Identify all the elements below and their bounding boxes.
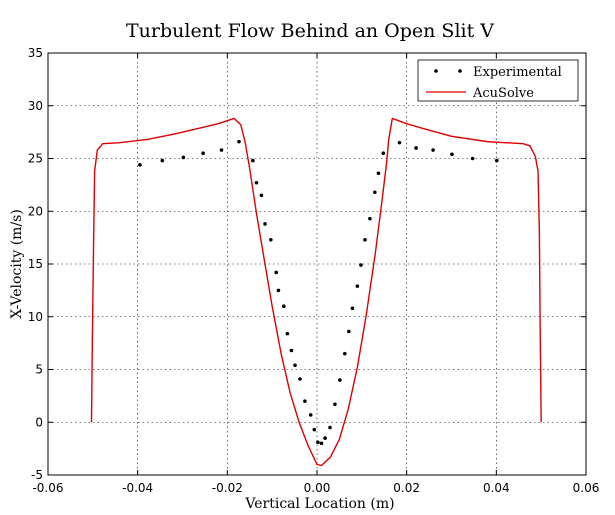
legend-marker-experimental xyxy=(458,69,462,73)
data-point-experimental xyxy=(308,413,313,417)
data-point-experimental xyxy=(289,348,294,353)
x-tick-label: 0.04 xyxy=(483,481,510,495)
data-point-experimental xyxy=(323,436,327,440)
data-point-experimental xyxy=(254,180,259,185)
x-tick-label: 0.06 xyxy=(573,481,600,495)
y-tick-label: -5 xyxy=(31,468,43,482)
data-point-experimental xyxy=(181,155,186,160)
y-tick-label: 15 xyxy=(28,257,43,271)
y-tick-label: 30 xyxy=(28,99,43,113)
data-point-experimental xyxy=(494,158,499,163)
data-point-experimental xyxy=(160,158,165,163)
data-point-experimental xyxy=(368,216,372,221)
data-point-experimental xyxy=(259,193,264,198)
data-point-experimental xyxy=(316,440,320,445)
legend-label-experimental: Experimental xyxy=(473,65,562,80)
data-point-experimental xyxy=(237,139,241,144)
data-point-experimental xyxy=(328,425,332,430)
data-point-experimental xyxy=(269,237,273,242)
y-tick-label: 35 xyxy=(28,46,43,60)
y-tick-label: 0 xyxy=(35,415,43,429)
y-tick-label: 10 xyxy=(28,310,43,324)
chart-title: Turbulent Flow Behind an Open Slit V xyxy=(126,20,494,42)
data-point-experimental xyxy=(359,263,363,267)
data-point-experimental xyxy=(338,378,342,382)
plot-frame xyxy=(47,52,587,476)
legend-label-acusolve: AcuSolve xyxy=(472,86,534,101)
data-point-experimental xyxy=(397,140,402,145)
data-point-experimental xyxy=(219,148,224,152)
data-point-experimental xyxy=(319,441,324,446)
x-tick-label: -0.06 xyxy=(32,481,63,495)
series-line-acusolve xyxy=(90,117,542,467)
data-point-experimental xyxy=(450,152,454,157)
data-point-experimental xyxy=(303,399,307,403)
y-tick-label: 20 xyxy=(28,204,43,218)
data-point-experimental xyxy=(363,237,367,242)
data-point-experimental xyxy=(298,377,302,381)
data-point-experimental xyxy=(376,171,381,176)
data-point-experimental xyxy=(343,351,347,356)
data-point-experimental xyxy=(431,148,435,152)
data-point-experimental xyxy=(312,427,317,432)
x-tick-label: 0.02 xyxy=(393,481,420,495)
data-point-experimental xyxy=(201,151,205,156)
data-point-experimental xyxy=(373,190,377,195)
data-point-experimental xyxy=(285,331,290,336)
y-axis-label: X-Velocity (m/s) xyxy=(9,209,25,319)
legend-box xyxy=(417,59,579,102)
legend: Experimental AcuSolve xyxy=(417,59,579,102)
plot-series xyxy=(90,117,542,467)
data-point-experimental xyxy=(274,270,279,275)
data-point-experimental xyxy=(282,304,286,309)
data-point-experimental xyxy=(276,288,281,293)
x-tick-label: -0.02 xyxy=(212,481,243,495)
data-point-experimental xyxy=(263,222,267,226)
legend-marker-experimental xyxy=(434,69,438,73)
data-point-experimental xyxy=(293,363,297,368)
y-tick-label: 5 xyxy=(35,363,43,377)
x-axis-label: Vertical Location (m) xyxy=(244,496,394,512)
data-point-experimental xyxy=(333,402,337,407)
data-point-experimental xyxy=(138,163,142,167)
data-point-experimental xyxy=(470,156,475,161)
data-point-experimental xyxy=(350,306,355,311)
data-point-experimental xyxy=(381,151,386,156)
axis-ticks: -0.06 -0.04 -0.02 0.00 0.02 0.04 0.06 -5 0 5 10 15 2… xyxy=(28,46,600,495)
data-point-experimental xyxy=(414,146,418,150)
x-tick-label: -0.04 xyxy=(122,481,153,495)
data-point-experimental xyxy=(251,158,255,163)
x-tick-label: 0.00 xyxy=(304,481,331,495)
data-point-experimental xyxy=(355,284,360,288)
grid xyxy=(48,53,586,475)
y-tick-label: 25 xyxy=(28,152,43,166)
data-point-experimental xyxy=(347,329,351,334)
